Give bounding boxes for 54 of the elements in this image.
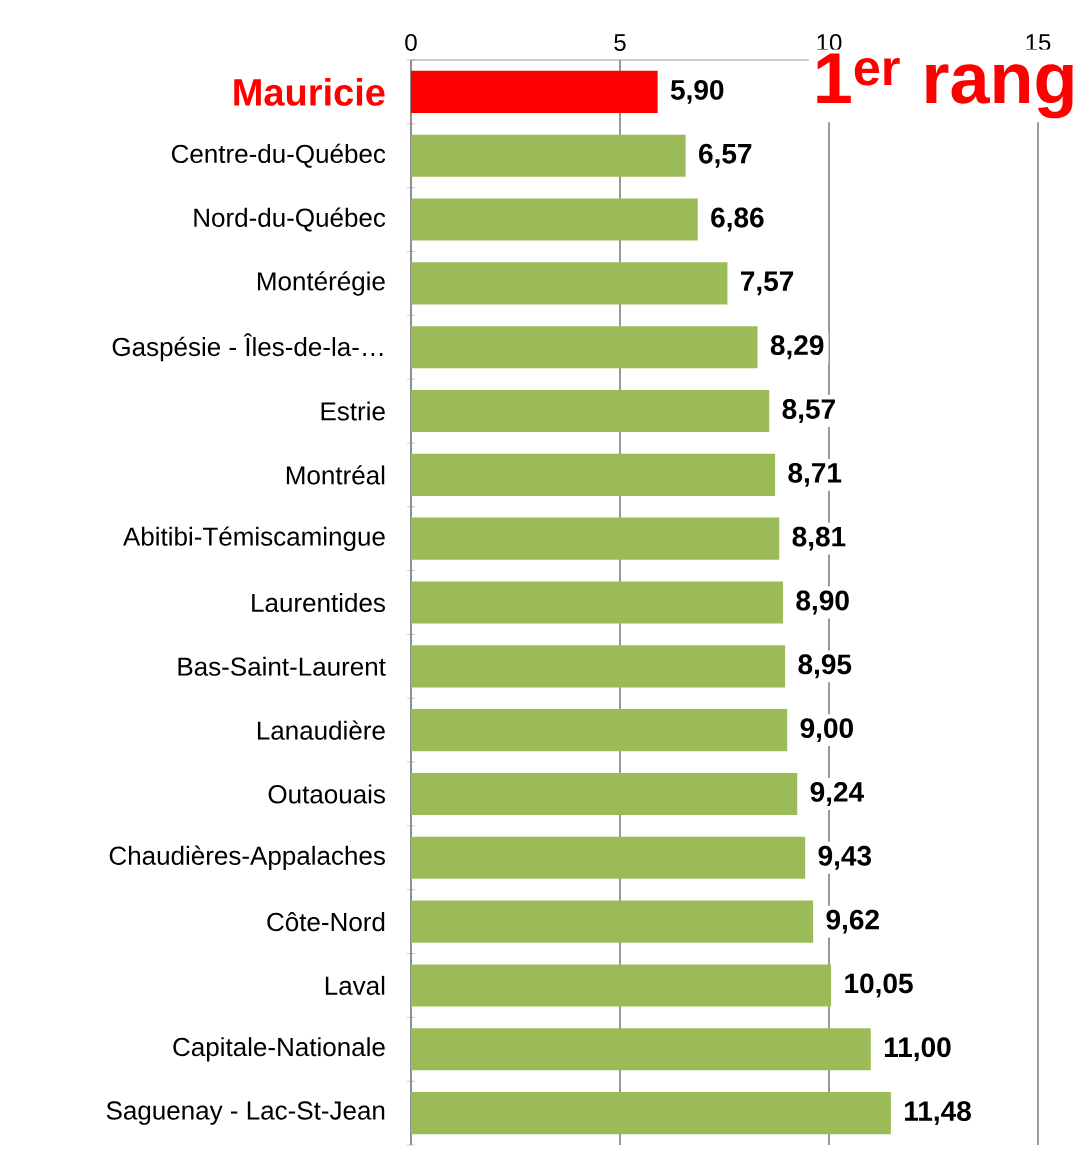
- bar: [411, 772, 798, 816]
- y-tick-label: Nord-du-Québec: [194, 207, 386, 232]
- data-label: 8,90: [796, 590, 849, 615]
- data-label: 8,57: [782, 399, 835, 423]
- data-label: 9,43: [818, 845, 872, 870]
- y-tick-label: Montérégie: [257, 271, 385, 296]
- y-tick-label: Gaspésie - Îles-de-la-…: [112, 333, 383, 362]
- bar: [411, 645, 786, 688]
- bar: [411, 326, 758, 369]
- bar: [411, 1028, 871, 1071]
- data-label: 11,00: [884, 1037, 951, 1062]
- y-tick-label: Montréal: [286, 465, 385, 485]
- annotation: 1$^{er}$ rang: [817, 53, 1073, 119]
- bar: [411, 70, 658, 113]
- data-label: 9,24: [810, 782, 864, 806]
- y-tick-label: Lanaudière: [257, 720, 385, 740]
- data-label: 6,86: [711, 207, 764, 232]
- data-label: 7,57: [741, 271, 794, 296]
- bar: [411, 198, 698, 241]
- y-tick-label: Laurentides: [252, 592, 385, 613]
- data-label: 8,29: [770, 335, 824, 360]
- y-tick-label: Mauricie: [234, 77, 385, 106]
- y-tick-label: Chaudières-Appalaches: [109, 845, 385, 871]
- bar: [411, 581, 784, 624]
- bar: [411, 1092, 891, 1135]
- data-label: 11,48: [905, 1101, 971, 1126]
- x-tick-label: 0: [405, 33, 417, 51]
- bar: [411, 900, 814, 943]
- bar: [411, 453, 776, 496]
- bar: [411, 836, 806, 879]
- bar: [411, 262, 728, 305]
- data-label: 9,00: [800, 718, 853, 743]
- data-label: 5,90: [670, 79, 724, 104]
- data-label: 9,62: [826, 909, 879, 934]
- y-tick-label: Estrie: [321, 401, 385, 421]
- y-tick-label: Outaouais: [268, 784, 385, 804]
- y-tick-label: Laval: [325, 975, 385, 995]
- bar: [411, 709, 788, 752]
- data-label: 10,05: [845, 973, 913, 998]
- y-tick-label: Bas-Saint-Laurent: [178, 656, 386, 676]
- y-tick-label: Saguenay - Lac-St-Jean: [106, 1101, 385, 1125]
- data-label: 8,81: [792, 526, 846, 551]
- bar: [411, 134, 686, 177]
- y-tick-label: Capitale-Nationale: [173, 1037, 385, 1062]
- data-label: 8,71: [788, 462, 842, 487]
- data-label: 8,95: [798, 654, 852, 679]
- bar: [411, 964, 832, 1007]
- y-tick-label: Abitibi-Témiscamingue: [123, 526, 385, 551]
- data-label: 6,57: [699, 143, 752, 168]
- x-tick-label: 5: [614, 34, 626, 51]
- bar: [411, 389, 770, 433]
- bar: [411, 517, 780, 560]
- y-tick-label: Côte-Nord: [267, 912, 385, 932]
- y-tick-label: Centre-du-Québec: [171, 143, 386, 168]
